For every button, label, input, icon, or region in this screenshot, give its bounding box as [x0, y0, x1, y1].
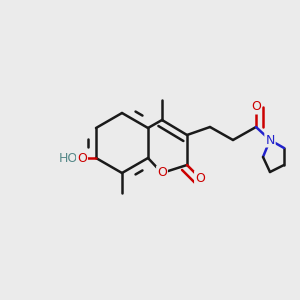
Text: O: O — [157, 167, 167, 179]
Text: O: O — [195, 172, 205, 184]
Text: HO: HO — [58, 152, 78, 164]
Text: N: N — [265, 134, 275, 146]
Text: O: O — [77, 152, 87, 164]
Text: O: O — [251, 100, 261, 113]
